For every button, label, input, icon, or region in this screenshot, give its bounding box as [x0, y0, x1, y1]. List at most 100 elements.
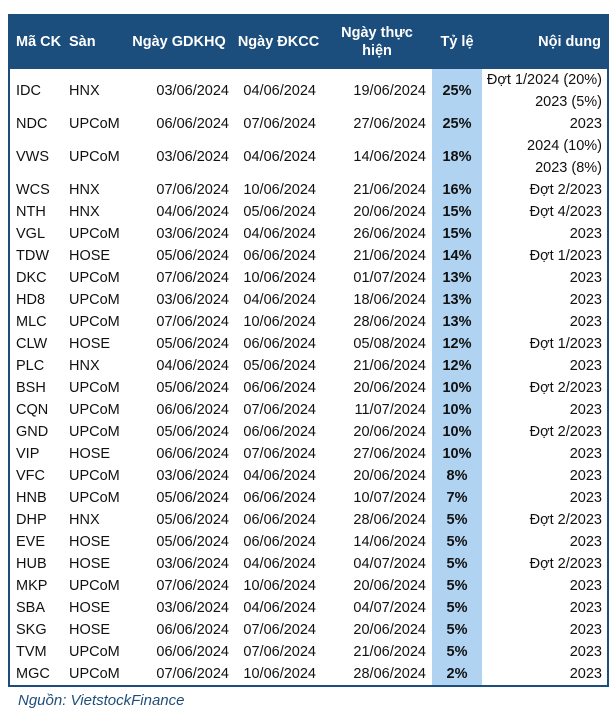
- cell-ngay-gdkhq: 03/06/2024: [156, 468, 229, 484]
- cell-ngay-gdkhq: 05/06/2024: [156, 336, 229, 352]
- cell-san: UPCoM: [69, 666, 120, 682]
- table-row: NTH HNX 04/06/2024 05/06/2024 20/06/2024 15% Đ…: [9, 201, 608, 223]
- cell-san: UPCoM: [69, 380, 120, 396]
- cell-noi-dung: Đợt 2/2023: [529, 512, 602, 528]
- cell-ngay-thuc-hien: 20/06/2024: [353, 204, 426, 220]
- cell-ma-ck: EVE: [16, 534, 46, 550]
- cell-noi-dung: 2023: [569, 402, 602, 418]
- cell-ngay-thuc-hien: 26/06/2024: [353, 226, 426, 242]
- cell-ngay-dkcc: 10/06/2024: [243, 666, 316, 682]
- cell-san: HNX: [69, 512, 100, 528]
- table-row: HNB UPCoM 05/06/2024 06/06/2024 10/07/2024 7%…: [9, 487, 608, 509]
- cell-san: HOSE: [69, 622, 111, 638]
- cell-ngay-thuc-hien: 14/06/2024: [353, 534, 426, 550]
- cell-ma-ck: GND: [16, 424, 49, 440]
- cell-ty-le: 15%: [432, 201, 482, 223]
- table-row: IDC HNX 03/06/2024 04/06/2024 19/06/2024 25% Đ…: [9, 69, 608, 113]
- cell-ngay-dkcc: 04/06/2024: [243, 600, 316, 616]
- cell-noi-dung: 2023: [569, 490, 602, 506]
- cell-ngay-dkcc: 07/06/2024: [243, 402, 316, 418]
- cell-noi-dung: Đợt 1/2023: [529, 248, 602, 264]
- cell-san: HOSE: [69, 600, 111, 616]
- cell-ngay-thuc-hien: 28/06/2024: [353, 314, 426, 330]
- cell-ngay-thuc-hien: 21/06/2024: [353, 182, 426, 198]
- cell-ty-le: 10%: [432, 443, 482, 465]
- cell-noi-dung: 2023: [569, 292, 602, 308]
- cell-ngay-thuc-hien: 04/07/2024: [353, 600, 426, 616]
- table-row: BSH UPCoM 05/06/2024 06/06/2024 20/06/2024 10…: [9, 377, 608, 399]
- table-row: MGC UPCoM 07/06/2024 10/06/2024 28/06/2024 2%…: [9, 663, 608, 686]
- cell-ma-ck: CLW: [16, 336, 48, 352]
- cell-ma-ck: CQN: [16, 402, 49, 418]
- cell-noi-dung: Đợt 2/2023: [529, 380, 602, 396]
- cell-ty-le: 7%: [432, 487, 482, 509]
- cell-ngay-thuc-hien: 20/06/2024: [353, 578, 426, 594]
- cell-ngay-gdkhq: 06/06/2024: [156, 644, 229, 660]
- cell-san: HOSE: [69, 534, 111, 550]
- cell-ngay-dkcc: 04/06/2024: [243, 149, 316, 165]
- cell-ngay-thuc-hien: 21/06/2024: [353, 358, 426, 374]
- cell-noi-dung: 2023: [569, 600, 602, 616]
- cell-ty-le: 15%: [432, 223, 482, 245]
- cell-ngay-thuc-hien: 21/06/2024: [353, 248, 426, 264]
- cell-san: HNX: [69, 358, 100, 374]
- cell-ngay-gdkhq: 06/06/2024: [156, 116, 229, 132]
- cell-ngay-gdkhq: 05/06/2024: [156, 512, 229, 528]
- cell-ngay-gdkhq: 03/06/2024: [156, 600, 229, 616]
- cell-ma-ck: HNB: [16, 490, 47, 506]
- cell-ngay-thuc-hien: 20/06/2024: [353, 380, 426, 396]
- cell-noi-dung: 2023: [569, 314, 602, 330]
- cell-noi-dung: 2023: [569, 116, 602, 132]
- cell-ty-le: 25%: [432, 69, 482, 113]
- cell-ma-ck: VGL: [16, 226, 46, 242]
- cell-ty-le: 8%: [432, 465, 482, 487]
- cell-ngay-dkcc: 10/06/2024: [243, 314, 316, 330]
- cell-ty-le: 13%: [432, 267, 482, 289]
- cell-ty-le: 13%: [432, 311, 482, 333]
- cell-ma-ck: WCS: [16, 182, 50, 198]
- col-header-ngay-gdkhq: Ngày GDKHQ: [123, 14, 235, 69]
- cell-ngay-gdkhq: 05/06/2024: [156, 534, 229, 550]
- col-header-noi-dung: Nội dung: [482, 14, 608, 69]
- cell-ngay-dkcc: 06/06/2024: [243, 512, 316, 528]
- cell-ngay-dkcc: 06/06/2024: [243, 424, 316, 440]
- table-row: SBA HOSE 03/06/2024 04/06/2024 04/07/2024 5% 2…: [9, 597, 608, 619]
- source-note: Nguồn: VietstockFinance: [18, 692, 185, 709]
- table-row: CQN UPCoM 06/06/2024 07/06/2024 11/07/2024 10…: [9, 399, 608, 421]
- cell-ngay-gdkhq: 03/06/2024: [156, 226, 229, 242]
- cell-ma-ck: HUB: [16, 556, 47, 572]
- cell-ngay-thuc-hien: 11/07/2024: [354, 402, 427, 418]
- cell-ma-ck: BSH: [16, 380, 46, 396]
- cell-ngay-dkcc: 07/06/2024: [243, 622, 316, 638]
- col-header-ngay-thuc-hien: Ngày thực hiện: [322, 14, 432, 69]
- table-row: VGL UPCoM 03/06/2024 04/06/2024 26/06/2024 15…: [9, 223, 608, 245]
- cell-ma-ck: TVM: [16, 644, 47, 660]
- cell-ngay-thuc-hien: 20/06/2024: [353, 622, 426, 638]
- cell-ngay-gdkhq: 05/06/2024: [156, 380, 229, 396]
- cell-san: UPCoM: [69, 292, 120, 308]
- cell-ty-le: 12%: [432, 355, 482, 377]
- cell-ngay-gdkhq: 05/06/2024: [156, 424, 229, 440]
- cell-ngay-gdkhq: 03/06/2024: [156, 83, 229, 99]
- cell-ngay-thuc-hien: 20/06/2024: [353, 468, 426, 484]
- col-header-san: Sàn: [67, 14, 123, 69]
- cell-san: HOSE: [69, 336, 111, 352]
- cell-ngay-dkcc: 07/06/2024: [243, 644, 316, 660]
- cell-ngay-thuc-hien: 27/06/2024: [353, 116, 426, 132]
- cell-ngay-dkcc: 10/06/2024: [243, 182, 316, 198]
- cell-ngay-gdkhq: 06/06/2024: [156, 446, 229, 462]
- table-row: GND UPCoM 05/06/2024 06/06/2024 20/06/2024 10…: [9, 421, 608, 443]
- table-row: MKP UPCoM 07/06/2024 10/06/2024 20/06/2024 5%…: [9, 575, 608, 597]
- cell-ty-le: 16%: [432, 179, 482, 201]
- cell-ngay-dkcc: 04/06/2024: [243, 83, 316, 99]
- cell-san: HNX: [69, 204, 100, 220]
- header-row: Mã CK Sàn Ngày GDKHQ Ngày ĐKCC Ngày thực…: [9, 14, 608, 69]
- cell-ngay-gdkhq: 03/06/2024: [156, 149, 229, 165]
- table-row: VIP HOSE 06/06/2024 07/06/2024 27/06/2024 10%…: [9, 443, 608, 465]
- cell-noi-dung: Đợt 2/2023: [529, 556, 602, 572]
- cell-ma-ck: IDC: [16, 83, 41, 99]
- table-row: EVE HOSE 05/06/2024 06/06/2024 14/06/2024 5% 2…: [9, 531, 608, 553]
- cell-ty-le: 5%: [432, 553, 482, 575]
- cell-noi-dung: 2023: [569, 358, 602, 374]
